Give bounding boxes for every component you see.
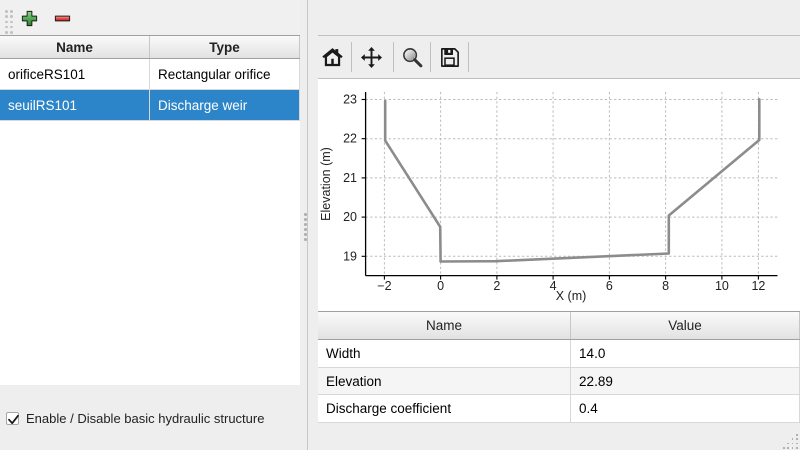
svg-text:6: 6 (606, 279, 613, 293)
svg-text:2: 2 (493, 279, 500, 293)
svg-text:23: 23 (343, 93, 357, 107)
svg-text:19: 19 (343, 249, 357, 263)
svg-text:0: 0 (437, 279, 444, 293)
svg-text:12: 12 (751, 279, 765, 293)
svg-text:Elevation (m): Elevation (m) (319, 147, 333, 221)
svg-text:20: 20 (343, 210, 357, 224)
svg-text:8: 8 (662, 279, 669, 293)
svg-text:−2: −2 (377, 279, 391, 293)
svg-text:X (m): X (m) (556, 289, 587, 303)
svg-text:10: 10 (715, 279, 729, 293)
svg-text:21: 21 (343, 171, 357, 185)
svg-text:22: 22 (343, 132, 357, 146)
